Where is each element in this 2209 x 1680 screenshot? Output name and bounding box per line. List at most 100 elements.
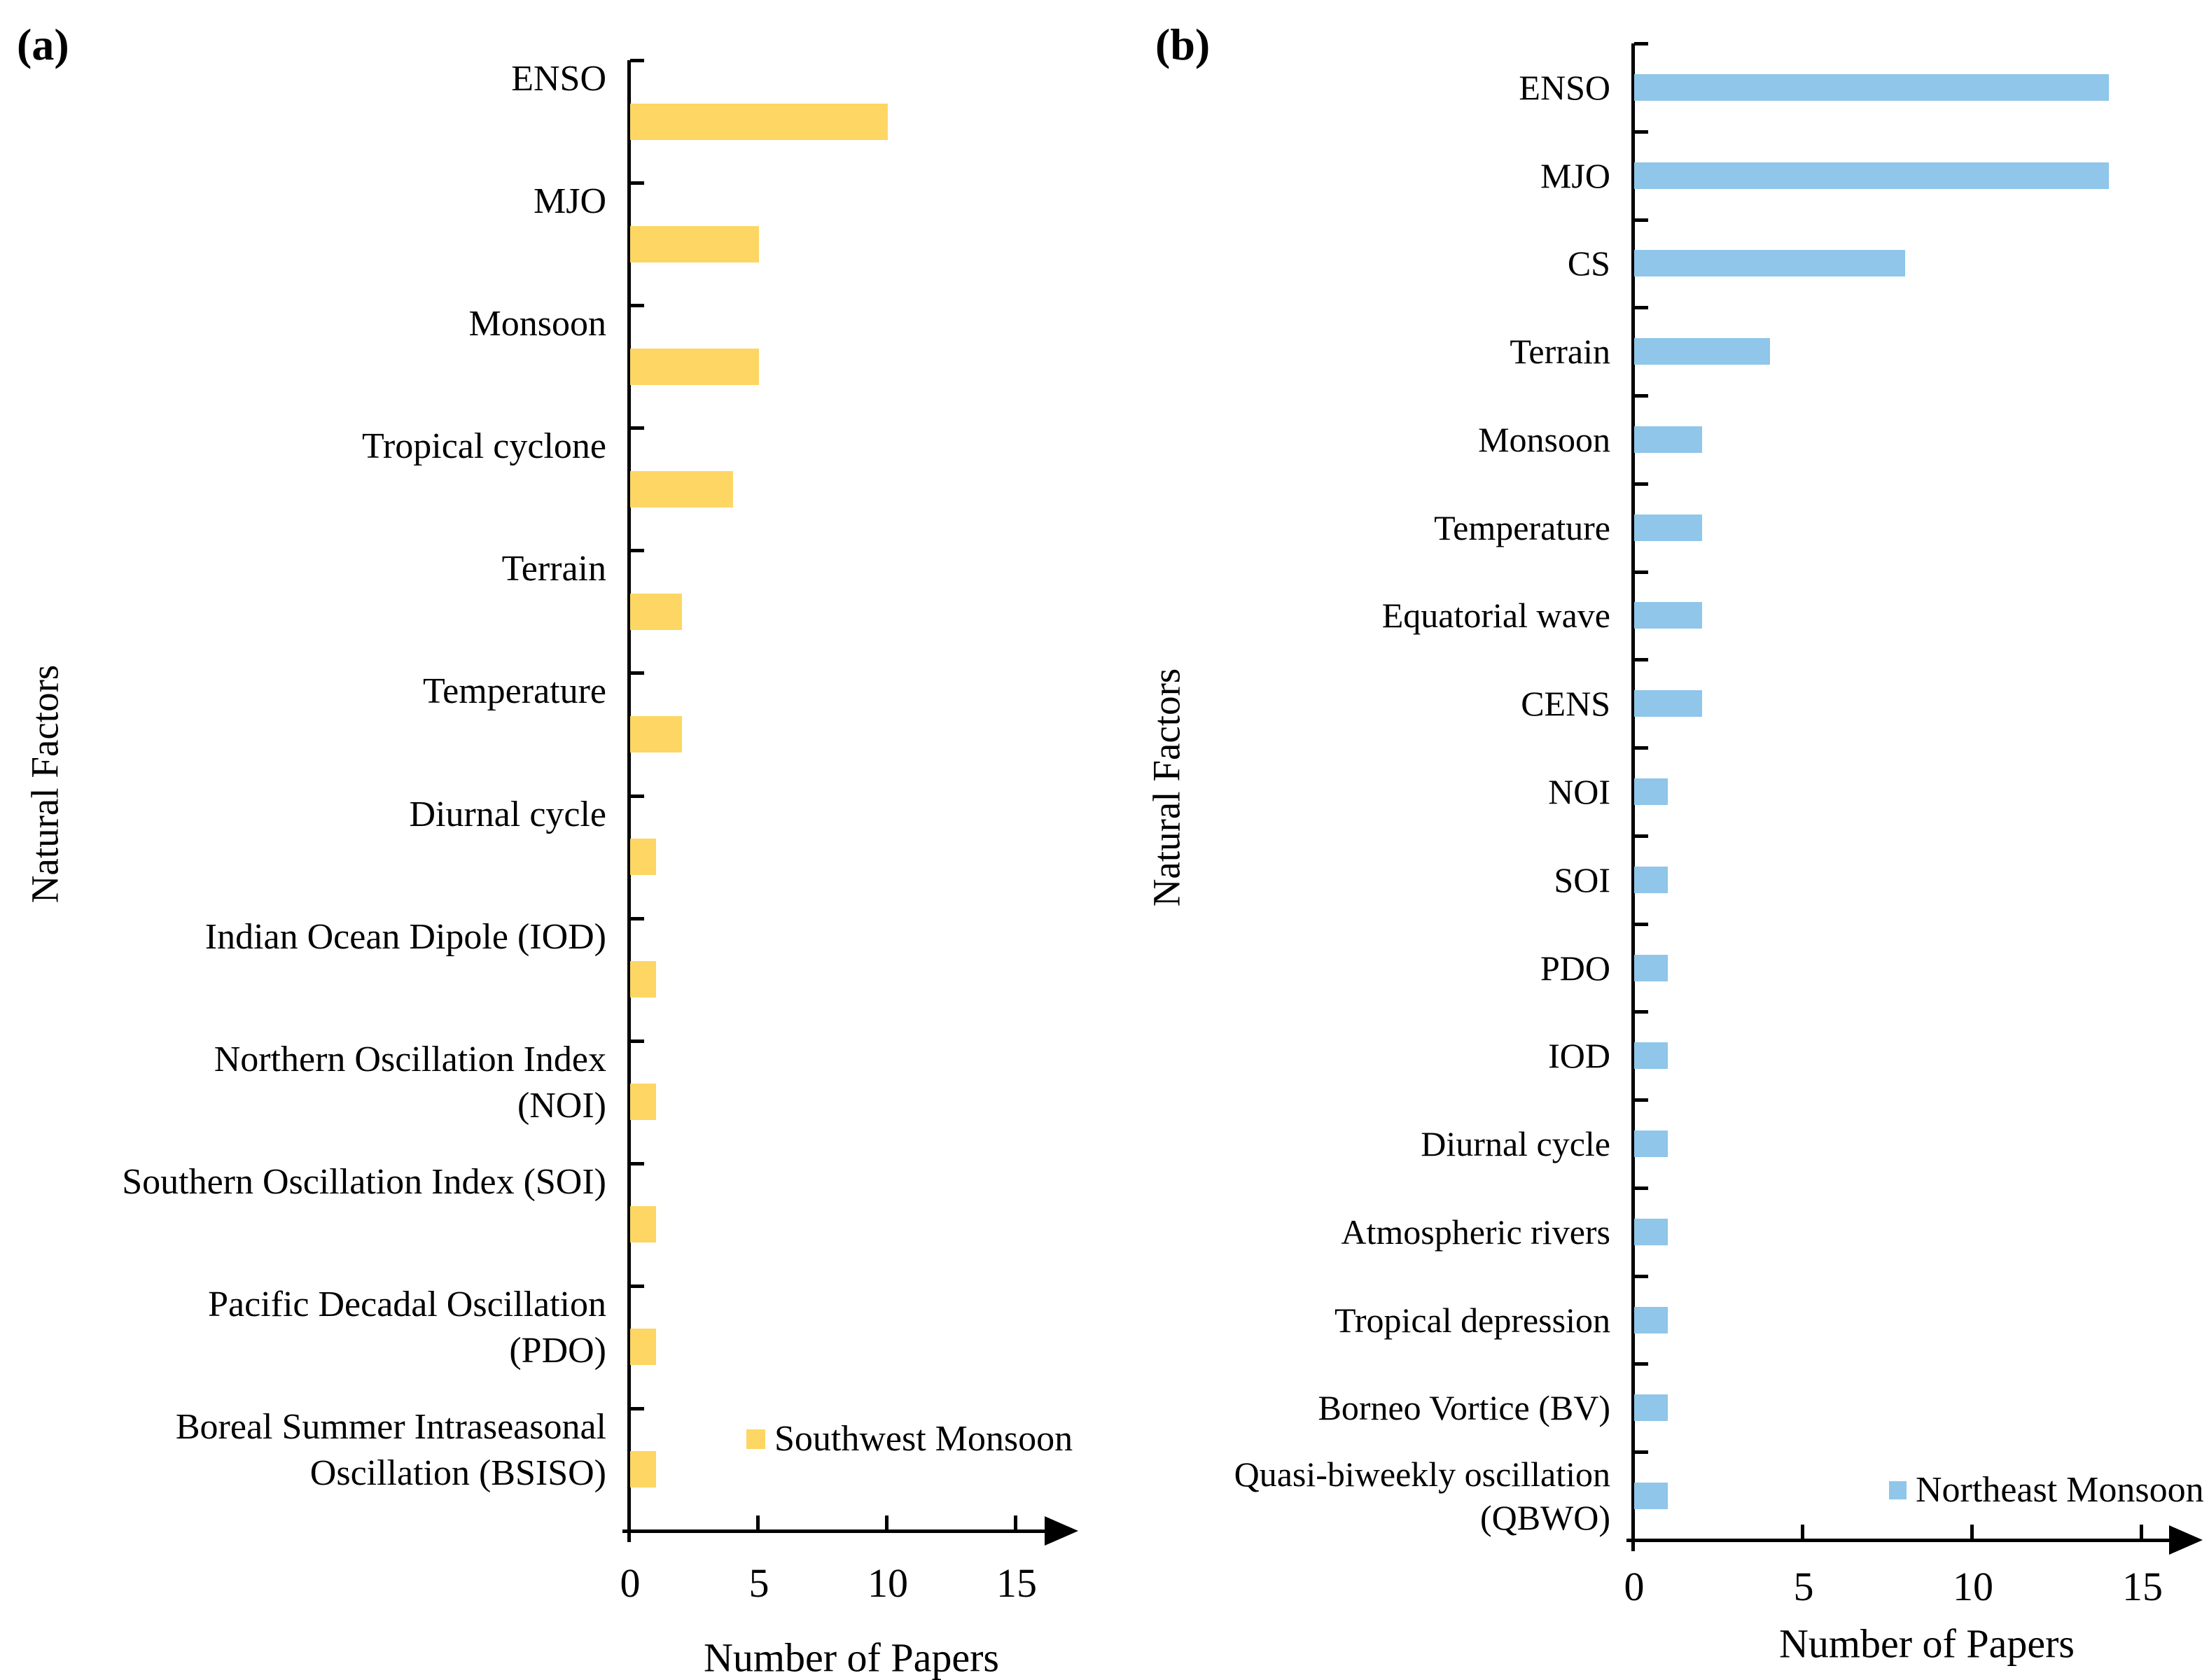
y-axis-tick	[630, 1161, 644, 1166]
y-axis-tick	[1634, 570, 1648, 574]
bar	[630, 593, 682, 630]
category-label: Northern Oscillation Index (NOI)	[214, 1039, 606, 1126]
bar	[1634, 602, 1702, 629]
category-label: Quasi-biweekly oscillation (QBWO)	[1234, 1455, 1610, 1538]
x-axis-tick	[1014, 1516, 1017, 1530]
y-axis-tick	[1634, 218, 1648, 222]
bar	[630, 961, 656, 998]
category-label: MJO	[1540, 155, 1610, 195]
category-label: Diurnal cycle	[1421, 1124, 1610, 1164]
bar	[1634, 1042, 1668, 1070]
y-axis-tick	[1634, 1186, 1648, 1190]
category-label: Temperature	[1434, 507, 1610, 547]
bar	[1634, 162, 2109, 189]
y-axis-tick	[630, 181, 644, 186]
y-axis-tick	[1634, 1450, 1648, 1455]
category-label: CS	[1567, 244, 1610, 284]
y-axis-tick	[1634, 482, 1648, 486]
x-axis-tick	[756, 1516, 760, 1530]
x-axis-tick-label: 5	[1793, 1564, 1814, 1609]
bar	[1634, 690, 1702, 718]
panel-a-plot-area: 0 5 10 15 ENSO MJO Monsoon Tropical cyclone Terr…	[0, 0, 1092, 1680]
x-axis-tick-label: 0	[1624, 1564, 1645, 1609]
category-label: Terrain	[501, 549, 606, 589]
bar	[1634, 250, 1905, 277]
x-axis-tick	[2140, 1525, 2143, 1539]
panel-a-legend-swatch	[746, 1429, 765, 1449]
y-axis-tick	[630, 426, 644, 430]
x-axis-tick	[1970, 1525, 1974, 1539]
y-axis-tick	[1634, 746, 1648, 750]
y-axis-tick	[1634, 834, 1648, 838]
bar	[1634, 866, 1668, 893]
y-axis-tick	[630, 1039, 644, 1043]
bar	[630, 1451, 656, 1488]
bar	[1634, 954, 1668, 981]
y-axis-tick	[1634, 306, 1648, 310]
bar	[1634, 1394, 1668, 1422]
bar	[1634, 1483, 1668, 1510]
x-axis-tick	[1801, 1525, 1804, 1539]
y-axis-tick	[1634, 658, 1648, 662]
bar	[630, 470, 733, 507]
y-axis-tick	[1634, 922, 1648, 926]
category-label: Temperature	[423, 671, 606, 712]
y-axis-tick	[1634, 1098, 1648, 1102]
y-axis-line	[1631, 43, 1635, 1551]
category-label: Monsoon	[1478, 419, 1610, 459]
y-axis-tick	[1634, 42, 1648, 46]
category-label: Boreal Summer Intraseasonal Oscillation …	[175, 1406, 606, 1493]
y-axis-tick	[630, 1406, 644, 1410]
bar	[630, 715, 682, 752]
x-axis-tick-label: 10	[867, 1560, 908, 1606]
category-label: Equatorial wave	[1381, 596, 1610, 636]
panel-a-legend-label: Southwest Monsoon	[774, 1419, 1073, 1459]
x-axis-arrow-icon	[2169, 1525, 2203, 1555]
category-label: PDO	[1540, 948, 1610, 988]
bar	[630, 839, 656, 876]
y-axis-tick	[630, 304, 644, 308]
y-axis-tick	[630, 549, 644, 553]
x-axis-tick	[885, 1516, 889, 1530]
panel-b-tag: (b)	[1155, 20, 1211, 69]
bar	[1634, 426, 1702, 453]
bar	[1634, 338, 1770, 365]
bar	[630, 1206, 656, 1243]
category-label: ENSO	[1519, 67, 1610, 107]
y-axis-tick	[630, 916, 644, 920]
bar	[630, 348, 759, 385]
category-label: Pacific Decadal Oscillation (PDO)	[208, 1284, 606, 1371]
x-axis-line	[1626, 1539, 2169, 1542]
panel-a-x-axis-title: Number of Papers	[703, 1634, 1000, 1680]
category-label: NOI	[1548, 771, 1610, 811]
category-label: Terrain	[1510, 332, 1610, 372]
bar	[1634, 1306, 1668, 1334]
x-axis-arrow-icon	[1045, 1516, 1078, 1546]
category-label: Monsoon	[468, 304, 606, 344]
x-axis-tick-label: 15	[996, 1560, 1037, 1606]
category-label: Atmospheric rivers	[1341, 1212, 1610, 1252]
category-label: ENSO	[511, 59, 606, 99]
y-axis-tick	[1634, 130, 1648, 134]
x-axis-line	[622, 1530, 1045, 1533]
bar	[630, 1084, 656, 1121]
category-label: IOD	[1548, 1036, 1610, 1076]
bar	[1634, 1218, 1668, 1245]
x-axis-tick-label: 15	[2122, 1564, 2163, 1609]
category-label: CENS	[1521, 684, 1610, 724]
y-axis-tick	[630, 794, 644, 798]
x-axis-tick-label: 0	[620, 1560, 641, 1606]
category-label: Tropical cyclone	[362, 426, 606, 467]
bar	[630, 225, 759, 262]
x-axis-tick-label: 10	[1953, 1564, 1993, 1609]
category-label: Southern Oscillation Index (SOI)	[122, 1161, 606, 1202]
bar	[1634, 514, 1702, 541]
y-axis-tick	[1634, 1362, 1648, 1366]
category-label: SOI	[1554, 860, 1610, 899]
panel-b-legend-swatch	[1889, 1481, 1907, 1499]
panel-b-x-axis-title: Number of Papers	[1778, 1620, 2075, 1667]
category-label: Indian Ocean Dipole (IOD)	[204, 916, 606, 957]
x-axis-tick-label: 5	[748, 1560, 769, 1606]
